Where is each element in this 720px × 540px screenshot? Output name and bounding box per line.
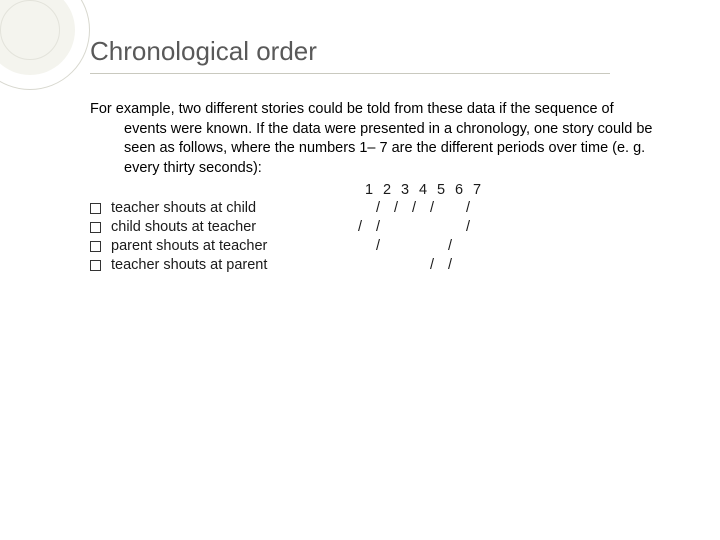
title-underline xyxy=(90,73,610,74)
bullet-box-icon xyxy=(90,260,101,271)
bullet-box-icon xyxy=(90,203,101,214)
table-row: child shouts at teacher// / xyxy=(90,219,660,235)
slide-content: Chronological order For example, two dif… xyxy=(0,0,720,296)
table-row: parent shouts at teacher / / xyxy=(90,238,660,254)
row-label: teacher shouts at parent xyxy=(111,257,351,273)
data-rows: teacher shouts at child //// /child shou… xyxy=(90,200,660,273)
row-marks: //// / xyxy=(351,200,477,216)
row-marks: // xyxy=(351,257,477,273)
row-label: parent shouts at teacher xyxy=(111,238,351,254)
row-marks: / / xyxy=(351,238,477,254)
bullet-box-icon xyxy=(90,222,101,233)
row-marks: // / xyxy=(351,219,477,235)
row-label: child shouts at teacher xyxy=(111,219,351,235)
intro-paragraph: For example, two different stories could… xyxy=(90,100,660,178)
table-row: teacher shouts at parent // xyxy=(90,257,660,273)
row-label: teacher shouts at child xyxy=(111,200,351,216)
slide-title: Chronological order xyxy=(90,36,660,67)
column-headers: 1234567 xyxy=(90,182,660,198)
table-row: teacher shouts at child //// / xyxy=(90,200,660,216)
bullet-box-icon xyxy=(90,241,101,252)
